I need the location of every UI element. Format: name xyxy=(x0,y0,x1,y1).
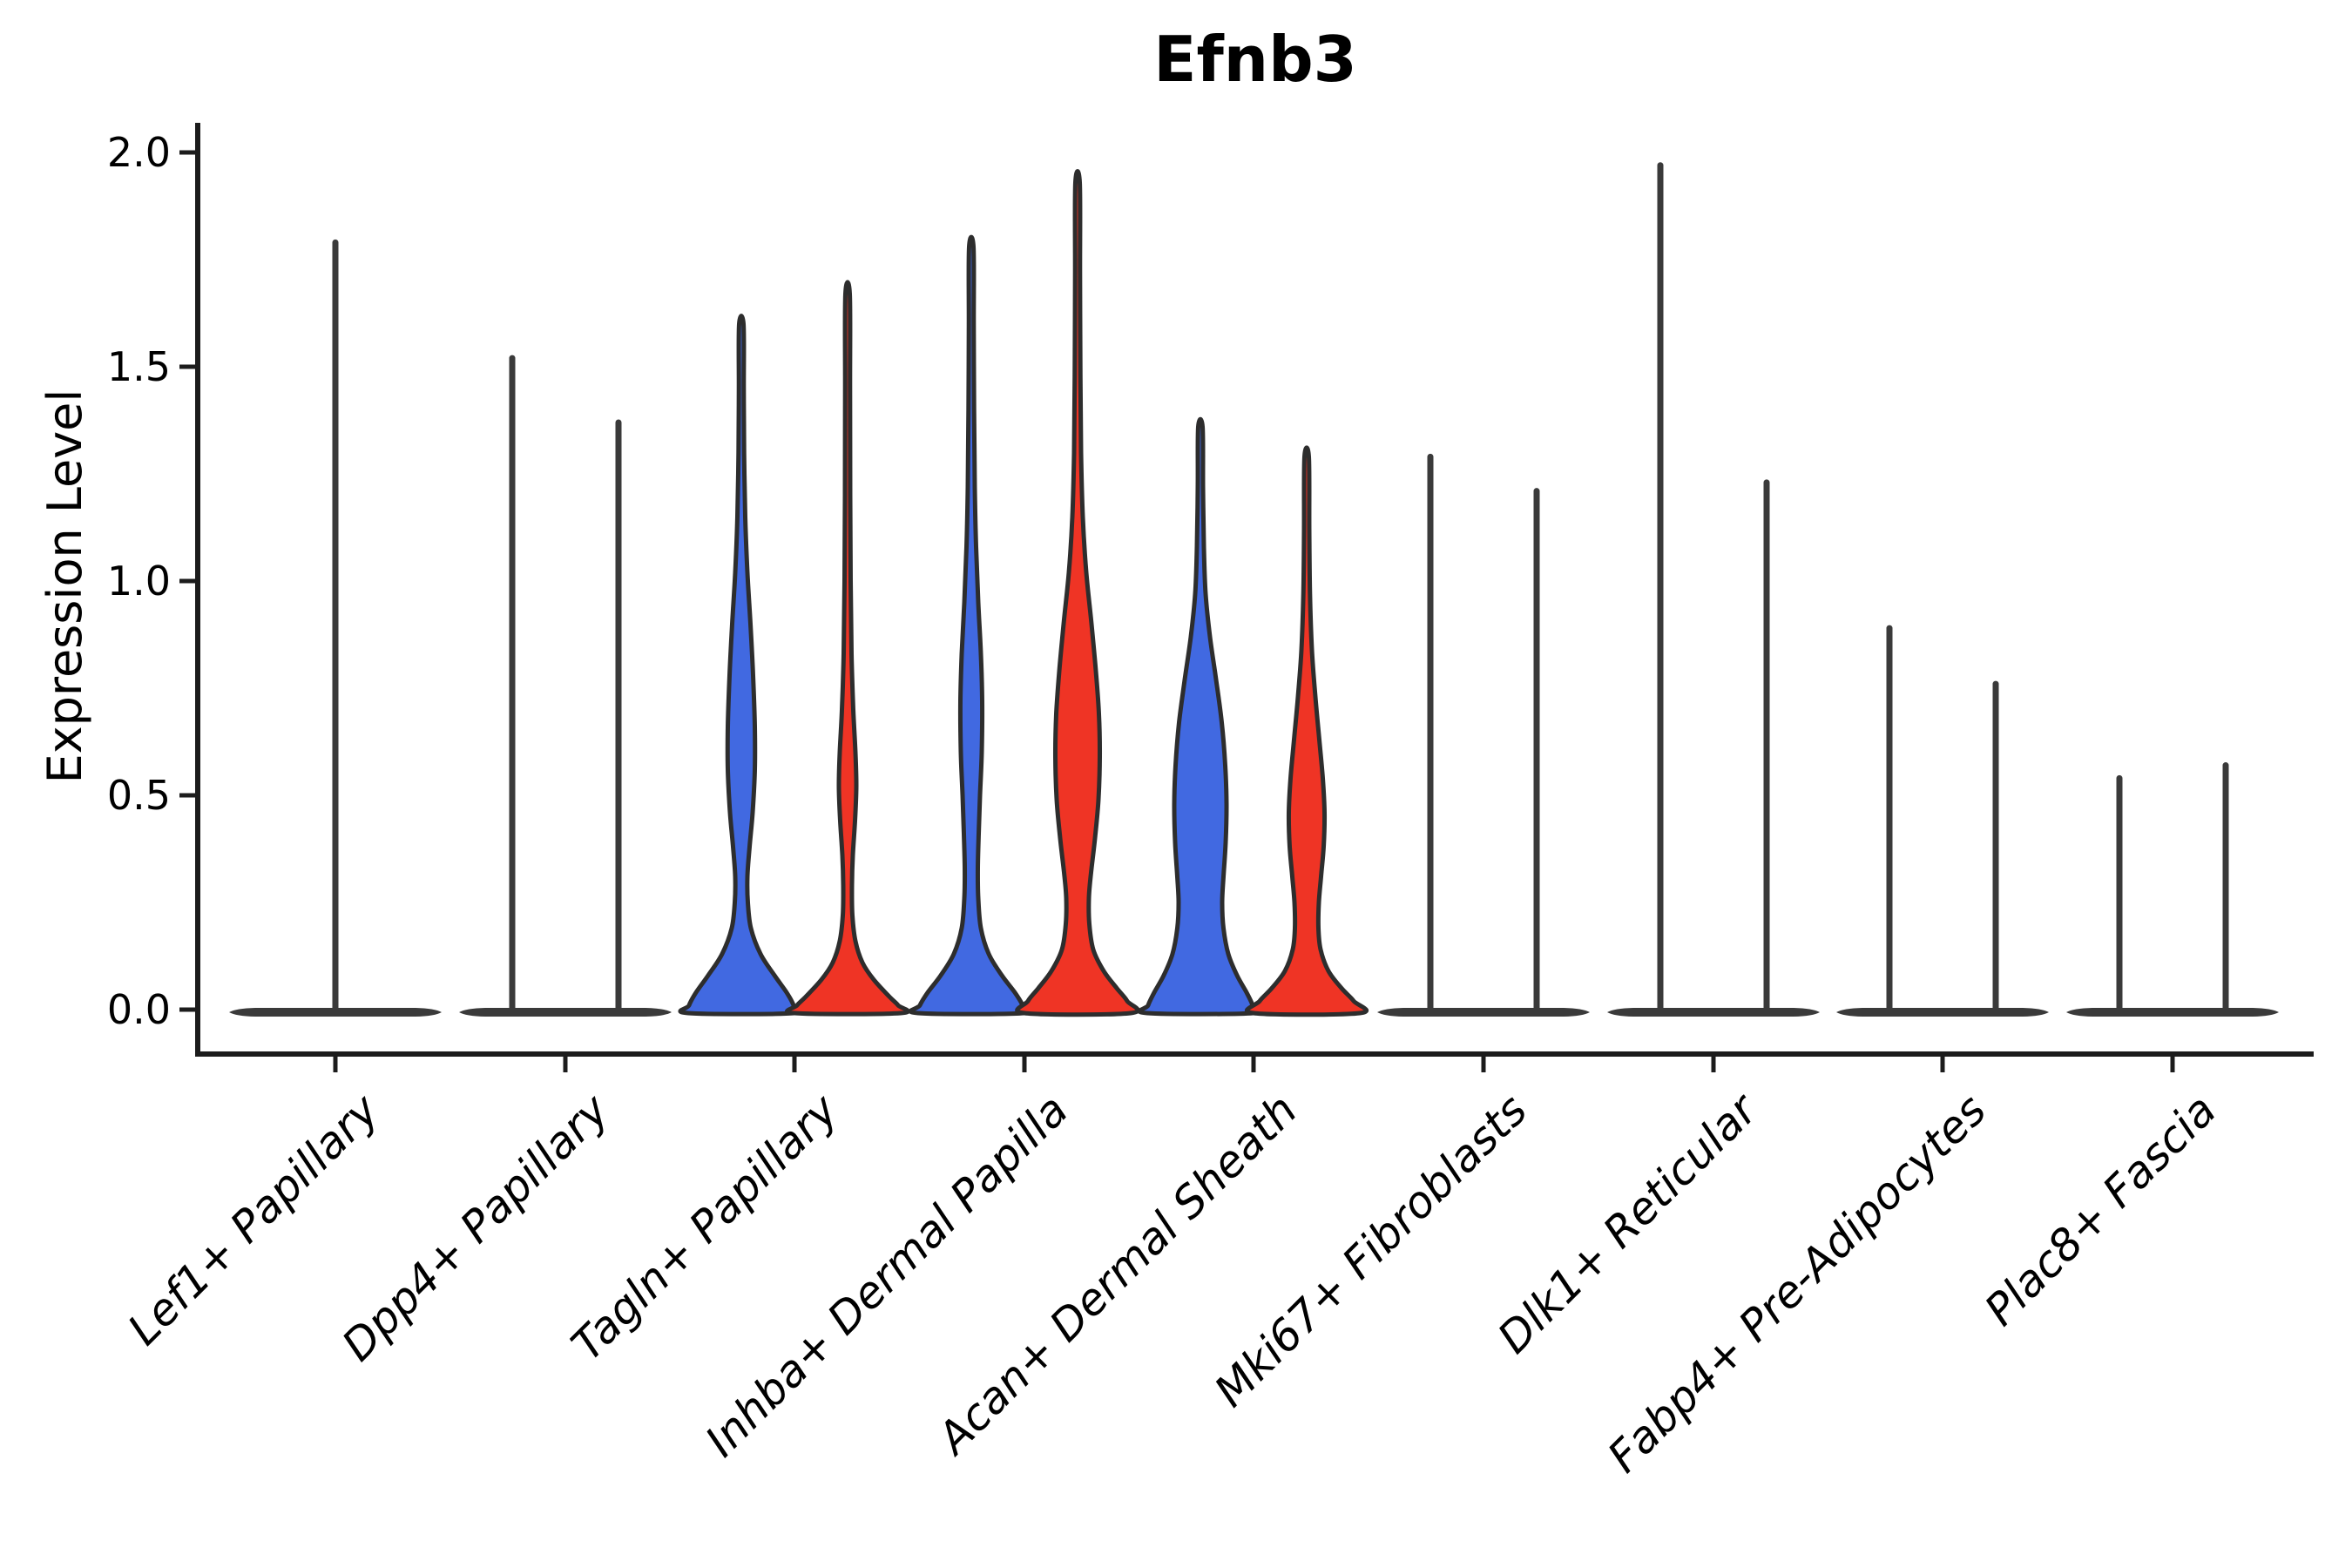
y-axis-tick-label: 0.5 xyxy=(106,772,171,819)
violin-body-red xyxy=(1245,445,1369,1017)
violin-zero-bar xyxy=(1377,1008,1590,1017)
y-axis-tick-label: 1.5 xyxy=(106,343,171,390)
violin-zero-bar xyxy=(2066,1008,2279,1017)
violin-body-red xyxy=(785,280,910,1017)
violin-body-red xyxy=(1015,169,1140,1017)
violin-zero-bar xyxy=(459,1008,672,1017)
y-axis-tick-label: 0.0 xyxy=(106,986,171,1033)
violin-body-blue xyxy=(1137,416,1264,1017)
y-axis-tick-label: 1.0 xyxy=(106,558,171,605)
violin-zero-bar xyxy=(1836,1008,2049,1017)
violin-zero-bar xyxy=(1607,1008,1820,1017)
page-title: Efnb3 xyxy=(1153,23,1357,96)
y-axis-tick-label: 2.0 xyxy=(106,129,171,176)
violin-body-blue xyxy=(678,314,805,1017)
violin-body-blue xyxy=(908,234,1035,1017)
